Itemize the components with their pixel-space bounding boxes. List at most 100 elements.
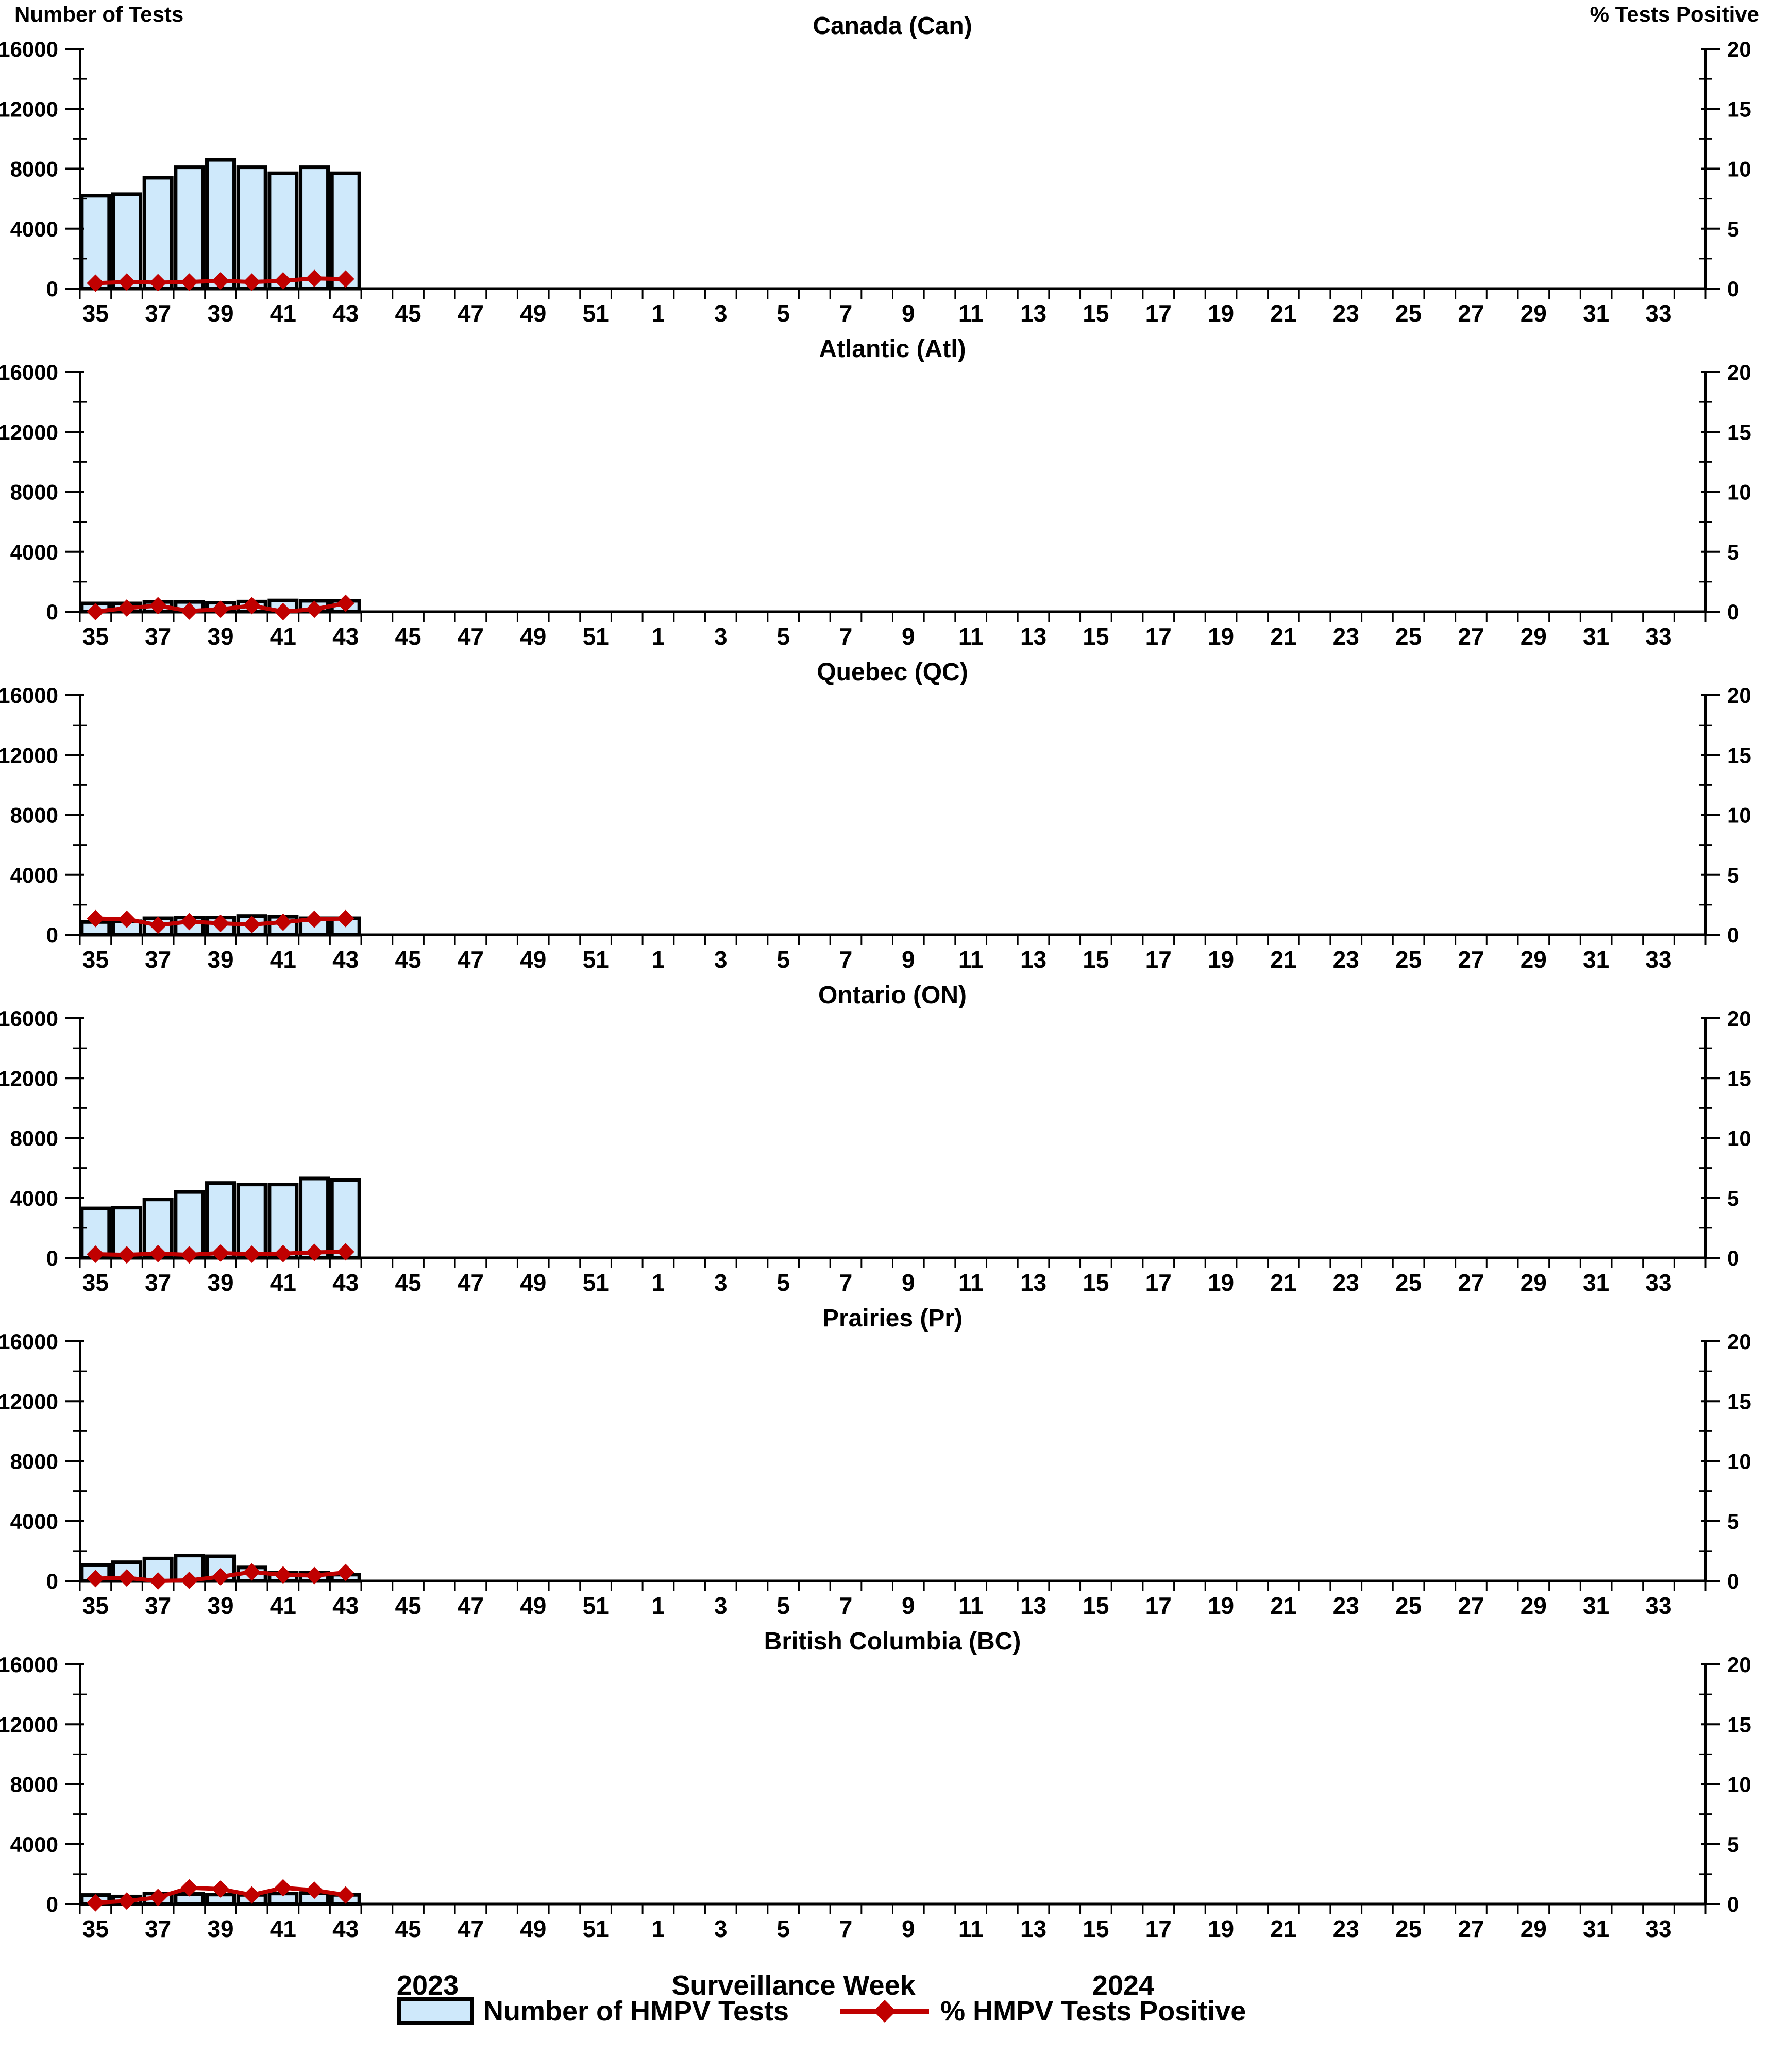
svg-text:15: 15 (1727, 420, 1751, 444)
svg-text:7: 7 (839, 946, 853, 969)
svg-text:10: 10 (1727, 1126, 1751, 1151)
svg-text:20: 20 (1727, 37, 1751, 61)
svg-text:27: 27 (1458, 1915, 1484, 1939)
svg-text:5: 5 (776, 300, 790, 323)
svg-text:5: 5 (776, 1592, 790, 1615)
svg-text:20: 20 (1727, 1653, 1751, 1677)
svg-text:4000: 4000 (10, 1186, 58, 1210)
svg-text:25: 25 (1395, 1915, 1422, 1939)
svg-text:3: 3 (714, 623, 728, 646)
svg-text:10: 10 (1727, 803, 1751, 828)
svg-text:15: 15 (1727, 1712, 1751, 1737)
svg-text:0: 0 (1727, 277, 1739, 301)
svg-text:43: 43 (332, 946, 359, 969)
panel-canada: Number of Tests % Tests Positive Canada … (0, 0, 1773, 323)
svg-text:31: 31 (1583, 1592, 1609, 1615)
svg-text:27: 27 (1458, 946, 1484, 969)
svg-text:7: 7 (839, 1592, 853, 1615)
svg-text:35: 35 (82, 623, 109, 646)
svg-text:51: 51 (583, 1269, 609, 1292)
svg-text:0: 0 (1727, 1892, 1739, 1916)
legend-bar-swatch-icon (397, 1997, 474, 2025)
svg-text:41: 41 (270, 1592, 296, 1615)
svg-text:13: 13 (1020, 946, 1046, 969)
svg-text:4000: 4000 (10, 863, 58, 887)
svg-text:39: 39 (207, 1915, 233, 1939)
svg-text:17: 17 (1145, 1915, 1172, 1939)
svg-text:43: 43 (332, 1592, 359, 1615)
svg-text:19: 19 (1208, 1269, 1234, 1292)
svg-text:4000: 4000 (10, 1509, 58, 1534)
svg-text:1: 1 (652, 300, 665, 323)
svg-text:15: 15 (1727, 1066, 1751, 1090)
svg-text:11: 11 (958, 1915, 984, 1939)
svg-text:35: 35 (82, 1592, 109, 1615)
svg-text:31: 31 (1583, 623, 1609, 646)
svg-text:21: 21 (1270, 1915, 1296, 1939)
svg-text:51: 51 (583, 1915, 609, 1939)
svg-text:7: 7 (839, 300, 853, 323)
svg-text:45: 45 (395, 1269, 421, 1292)
svg-text:33: 33 (1645, 300, 1671, 323)
svg-text:5: 5 (1727, 217, 1739, 241)
svg-text:4000: 4000 (10, 1832, 58, 1857)
svg-text:43: 43 (332, 623, 359, 646)
svg-text:37: 37 (145, 300, 171, 323)
svg-text:4000: 4000 (10, 540, 58, 564)
svg-text:27: 27 (1458, 300, 1484, 323)
svg-text:49: 49 (520, 1915, 546, 1939)
svg-text:10: 10 (1727, 1450, 1751, 1474)
svg-text:27: 27 (1458, 1269, 1484, 1292)
svg-text:39: 39 (207, 1592, 233, 1615)
svg-text:15: 15 (1083, 1269, 1109, 1292)
panel-ontario: Ontario (ON) 0 4000 8000 12000 16000 0 5 10 15 20… (0, 969, 1773, 1292)
svg-text:33: 33 (1645, 1915, 1671, 1939)
svg-text:16000: 16000 (0, 1329, 58, 1354)
svg-text:5: 5 (1727, 863, 1739, 887)
svg-text:8000: 8000 (10, 1450, 58, 1474)
svg-text:23: 23 (1333, 300, 1359, 323)
svg-text:39: 39 (207, 300, 233, 323)
svg-text:33: 33 (1645, 1269, 1671, 1292)
svg-text:29: 29 (1521, 623, 1547, 646)
svg-text:11: 11 (958, 1592, 984, 1615)
svg-text:16000: 16000 (0, 683, 58, 707)
svg-text:17: 17 (1145, 946, 1172, 969)
svg-text:5: 5 (1727, 1832, 1739, 1857)
svg-text:33: 33 (1645, 623, 1671, 646)
svg-text:41: 41 (270, 1915, 296, 1939)
svg-text:49: 49 (520, 300, 546, 323)
svg-text:37: 37 (145, 1915, 171, 1939)
svg-text:37: 37 (145, 1592, 171, 1615)
svg-text:35: 35 (82, 1269, 109, 1292)
svg-text:8000: 8000 (10, 480, 58, 504)
panel-prairies: Prairies (Pr) 0 4000 8000 12000 16000 0 5 10 15 2… (0, 1292, 1773, 1615)
panel-title: Atlantic (Atl) (819, 335, 966, 363)
svg-text:0: 0 (1727, 600, 1739, 624)
svg-text:21: 21 (1270, 300, 1296, 323)
svg-text:37: 37 (145, 1269, 171, 1292)
svg-text:11: 11 (958, 1269, 984, 1292)
x-axis-title: Surveillance Week (671, 1970, 916, 2001)
svg-text:8000: 8000 (10, 1126, 58, 1151)
svg-text:20: 20 (1727, 360, 1751, 384)
svg-text:33: 33 (1645, 1592, 1671, 1615)
svg-text:45: 45 (395, 946, 421, 969)
svg-text:1: 1 (652, 1592, 665, 1615)
svg-text:25: 25 (1395, 1269, 1422, 1292)
svg-text:15: 15 (1727, 1389, 1751, 1413)
svg-text:27: 27 (1458, 623, 1484, 646)
svg-text:25: 25 (1395, 623, 1422, 646)
svg-text:5: 5 (776, 1269, 790, 1292)
panel-ontario-chart: Ontario (ON) 040008000120001600005101520… (0, 982, 1751, 1292)
svg-text:12000: 12000 (0, 1066, 58, 1090)
svg-text:20: 20 (1727, 1329, 1751, 1354)
svg-text:0: 0 (1727, 1569, 1739, 1593)
panel-title: Canada (Can) (813, 12, 972, 40)
svg-text:16000: 16000 (0, 1006, 58, 1031)
svg-text:45: 45 (395, 1592, 421, 1615)
svg-text:17: 17 (1145, 623, 1172, 646)
svg-text:25: 25 (1395, 946, 1422, 969)
